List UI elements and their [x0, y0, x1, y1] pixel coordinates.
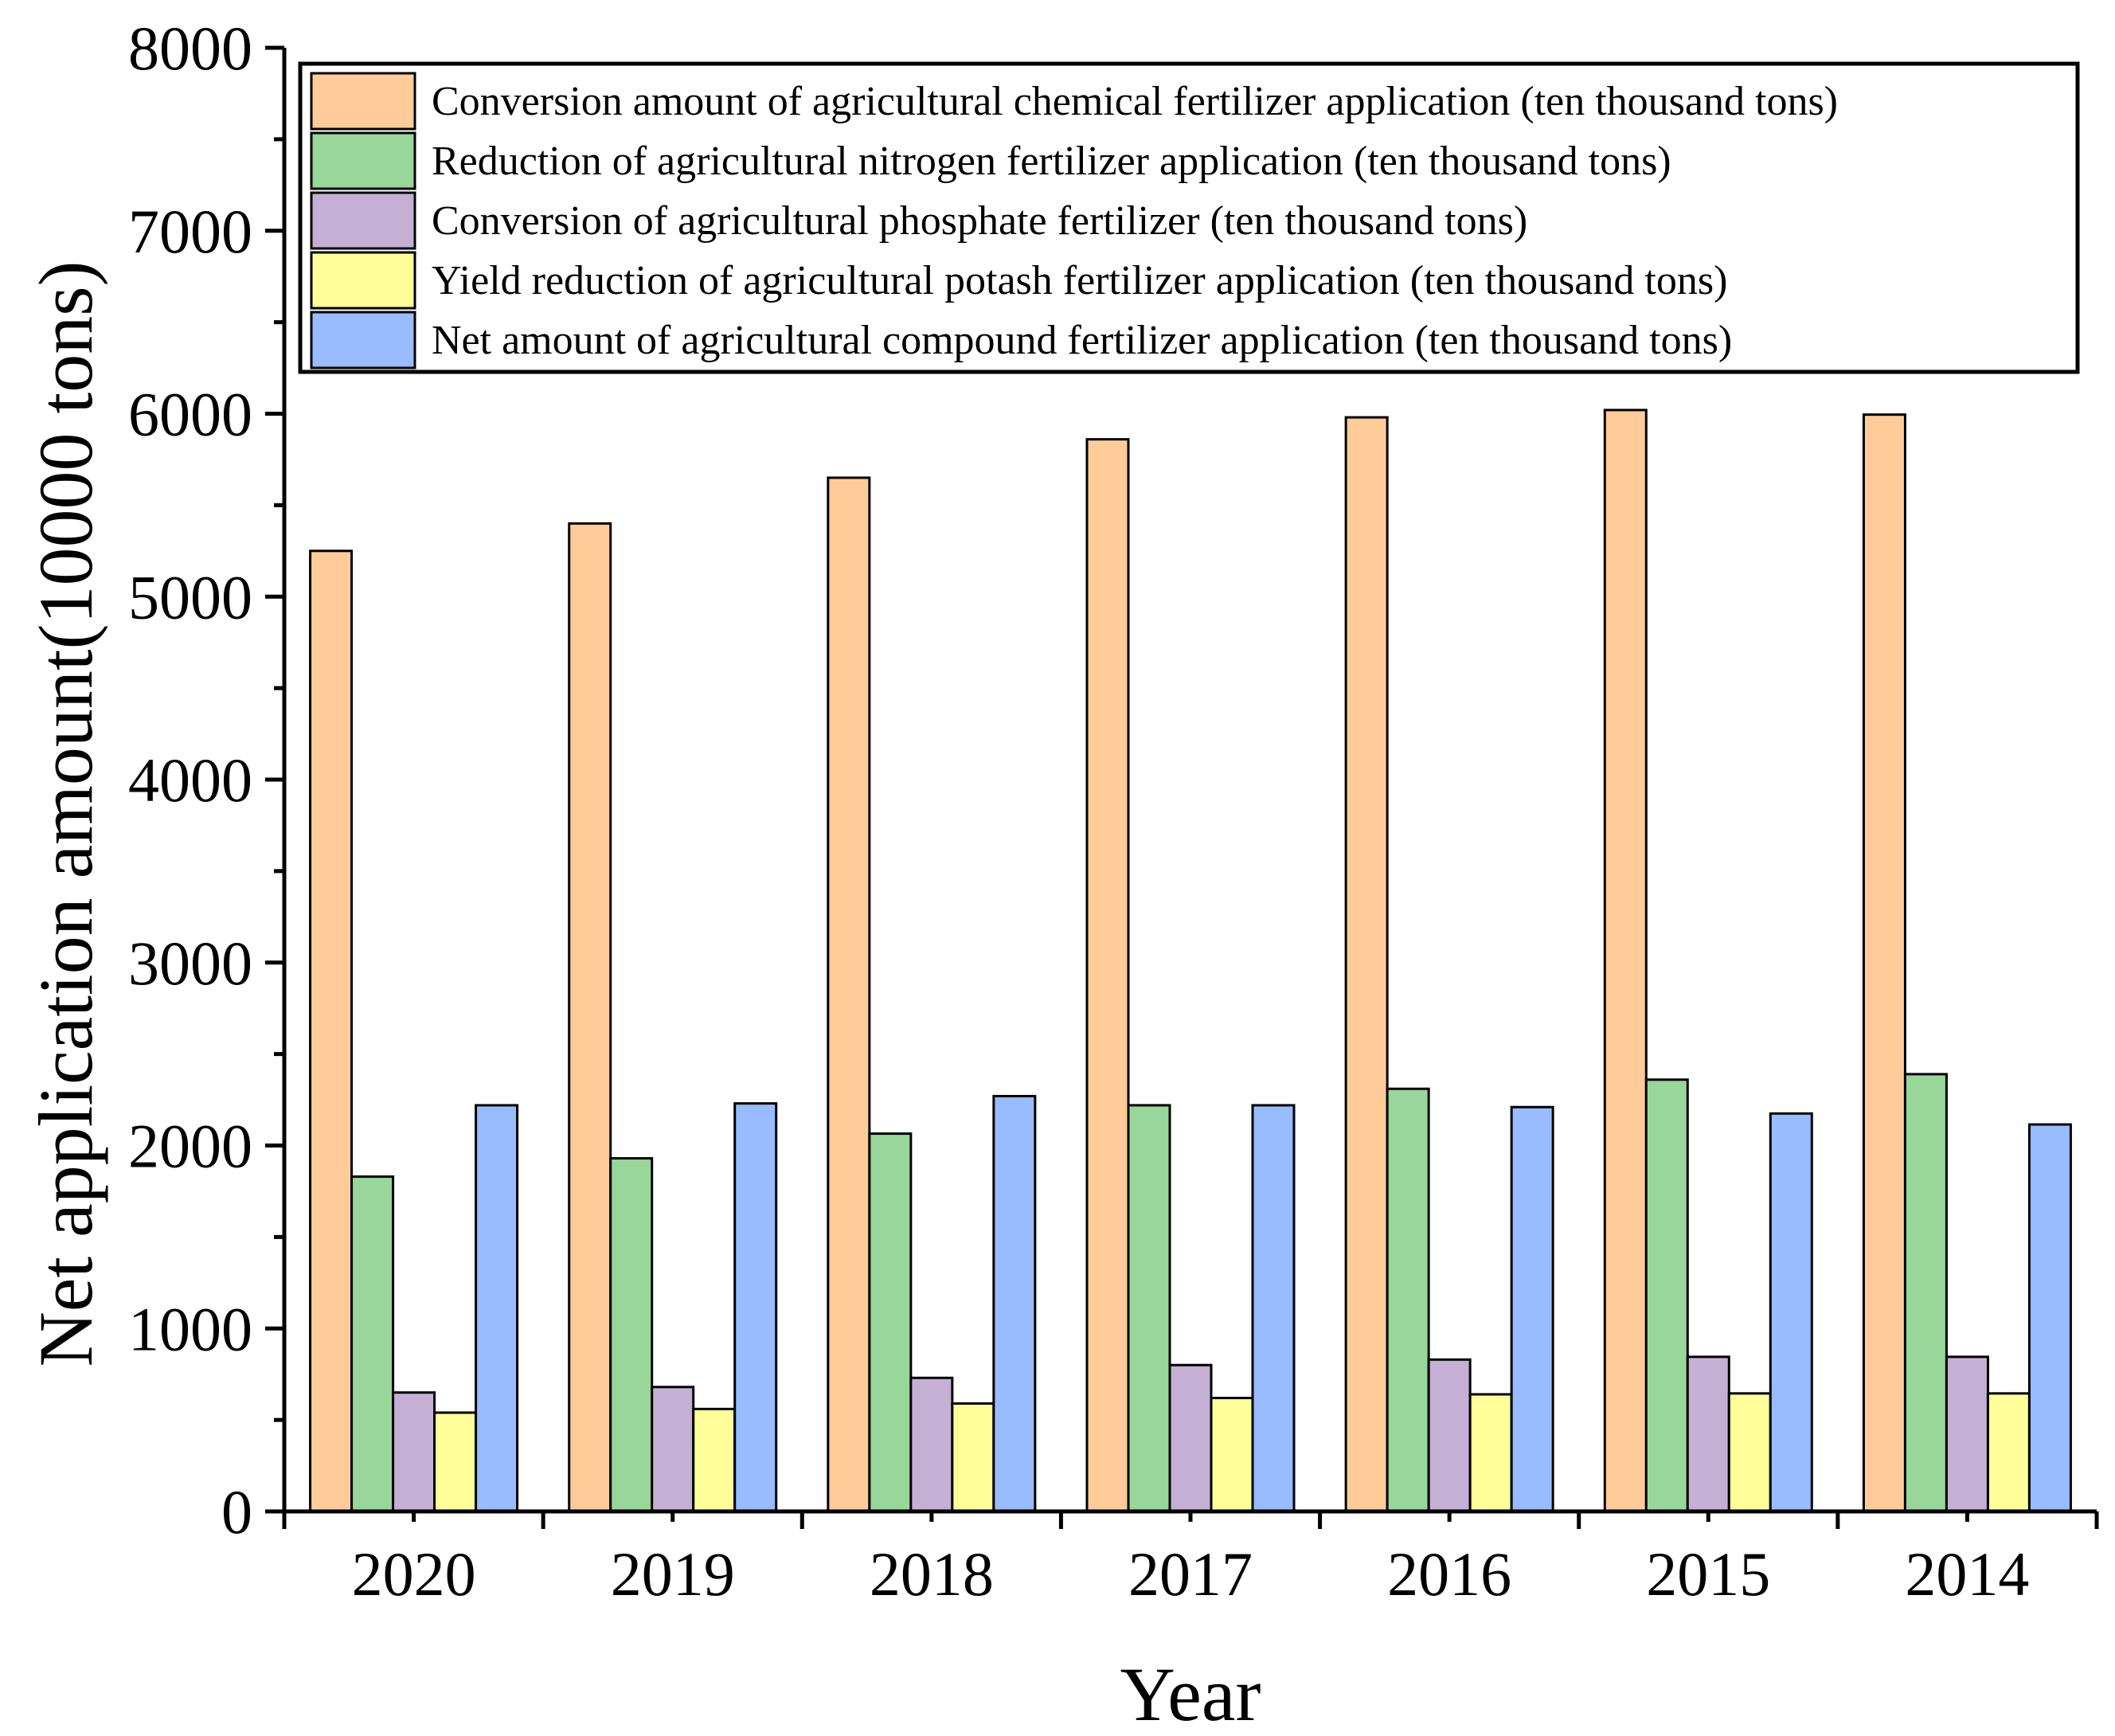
bars-group [309, 409, 2072, 1513]
bar-s0-2017 [1085, 438, 1130, 1513]
bar-s3-2019 [692, 1407, 737, 1513]
bar-s2-2014 [1945, 1355, 1989, 1513]
bar-s0-2014 [1862, 413, 1906, 1513]
legend-swatch-2 [310, 191, 416, 250]
bar-s1-2017 [1127, 1104, 1171, 1513]
y-tick-label: 0 [221, 1477, 252, 1546]
legend-label-1: Reduction of agricultural nitrogen ferti… [432, 139, 1671, 184]
legend-label-2: Conversion of agricultural phosphate fer… [432, 198, 1527, 244]
bar-s1-2019 [609, 1157, 654, 1513]
bar-s3-2017 [1210, 1397, 1254, 1513]
bar-s2-2020 [392, 1391, 436, 1513]
legend-swatch-4 [310, 311, 416, 369]
y-tick-label: 2000 [128, 1112, 252, 1181]
bar-s2-2019 [651, 1386, 695, 1513]
legend-label-4: Net amount of agricultural compound fert… [432, 318, 1732, 363]
bar-s4-2019 [733, 1102, 778, 1513]
bar-s1-2016 [1386, 1087, 1430, 1513]
x-tick-label-2016: 2016 [1387, 1539, 1511, 1609]
bar-s2-2016 [1427, 1358, 1472, 1513]
y-tick-label: 7000 [128, 197, 252, 266]
bar-s2-2017 [1168, 1363, 1213, 1513]
legend-frame [298, 61, 2080, 374]
bar-s4-2018 [992, 1094, 1037, 1513]
bar-s0-2020 [309, 549, 354, 1513]
y-tick-label: 5000 [128, 562, 252, 631]
x-tick-label-2015: 2015 [1646, 1539, 1770, 1609]
x-tick-label-2018: 2018 [870, 1539, 994, 1609]
x-tick-label-2019: 2019 [611, 1539, 735, 1609]
bar-s1-2018 [868, 1132, 913, 1513]
bar-s0-2019 [568, 522, 612, 1513]
y-axis-title: Net application amount(10000 tons) [23, 260, 108, 1367]
bar-s1-2015 [1644, 1078, 1689, 1513]
x-tick-label-2014: 2014 [1905, 1539, 2029, 1609]
bar-s0-2016 [1344, 416, 1389, 1513]
legend: Conversion amount of agricultural chemic… [298, 61, 2080, 374]
bar-s0-2018 [827, 476, 871, 1513]
x-tick-label-2020: 2020 [352, 1539, 476, 1609]
bar-s4-2014 [2027, 1123, 2072, 1513]
bar-s1-2020 [350, 1175, 395, 1513]
bar-s3-2015 [1727, 1392, 1772, 1513]
legend-swatch-1 [310, 131, 416, 190]
bar-s1-2014 [1903, 1073, 1948, 1513]
y-tick-label: 1000 [128, 1294, 252, 1363]
bar-s3-2020 [433, 1411, 478, 1513]
bar-s0-2015 [1603, 409, 1648, 1513]
bar-s3-2018 [951, 1402, 995, 1513]
x-tick-label-2017: 2017 [1128, 1539, 1253, 1609]
y-tick-label: 4000 [128, 745, 252, 815]
bar-s4-2016 [1510, 1105, 1554, 1513]
bar-s4-2017 [1251, 1104, 1296, 1513]
bar-s2-2018 [909, 1376, 954, 1513]
axes-group: 0 1000 2000 3000 4000 5000 6000 7000 8000 2020 201… [128, 14, 2099, 1609]
legend-label-3: Yield reduction of agricultural potash f… [432, 258, 1727, 303]
x-axis-title: Year [1120, 1652, 1261, 1736]
y-tick-label: 6000 [128, 380, 252, 449]
y-tick-label: 8000 [128, 14, 252, 83]
bar-s4-2015 [1769, 1112, 1813, 1513]
bar-s3-2016 [1468, 1393, 1513, 1513]
bar-s4-2020 [475, 1104, 519, 1513]
y-tick-label: 3000 [128, 929, 252, 998]
bar-s2-2015 [1686, 1355, 1730, 1513]
bar-s3-2014 [1986, 1392, 2031, 1513]
legend-label-0: Conversion amount of agricultural chemic… [432, 79, 1838, 124]
legend-swatch-3 [310, 251, 416, 310]
legend-swatch-0 [310, 72, 416, 131]
